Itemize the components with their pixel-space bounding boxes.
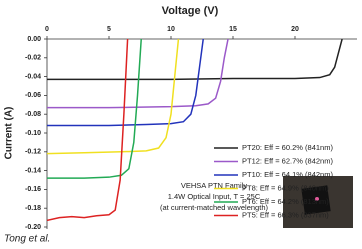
legend-label: PT12: Eff = 62.7% (842nm) — [242, 156, 333, 165]
y-tick-label: -0.16 — [25, 186, 41, 193]
legend-label: PT8: Eff = 64.9% (840nm) — [242, 183, 329, 192]
x-tick-label: 15 — [229, 26, 237, 33]
series-line — [47, 39, 342, 79]
y-tick-label: -0.04 — [25, 73, 41, 80]
x-axis-label: Voltage (V) — [162, 5, 219, 17]
legend-label: PT10: Eff = 64.1% (842nm) — [242, 170, 333, 179]
y-tick-label: -0.02 — [25, 55, 41, 62]
y-tick-label: -0.12 — [25, 149, 41, 156]
x-tick-label: 10 — [167, 26, 175, 33]
legend-label: PT5: Eff = 66.3% (837nm) — [242, 210, 329, 219]
x-tick-label: 0 — [45, 26, 49, 33]
series-line — [47, 39, 128, 220]
y-tick-label: -0.18 — [25, 205, 41, 212]
legend-label: PT6: Eff = 64.2% (813nm) — [242, 197, 329, 206]
series-line — [47, 39, 178, 154]
y-axis-label: Current (A) — [4, 107, 15, 160]
x-tick-label: 20 — [291, 26, 299, 33]
y-tick-label: -0.14 — [25, 167, 41, 174]
y-tick-label: -0.10 — [25, 130, 41, 137]
y-tick-label: -0.06 — [25, 92, 41, 99]
x-tick-label: 5 — [107, 26, 111, 33]
legend-label: PT20: Eff = 60.2% (841nm) — [242, 143, 333, 152]
y-tick-label: -0.08 — [25, 111, 41, 118]
y-tick-label: 0.00 — [27, 36, 41, 43]
chart: Voltage (V) Current (A) VEHSA PTN Family… — [0, 0, 362, 249]
caption: Tong et al. — [4, 234, 50, 245]
y-tick-label: -0.20 — [25, 224, 41, 231]
